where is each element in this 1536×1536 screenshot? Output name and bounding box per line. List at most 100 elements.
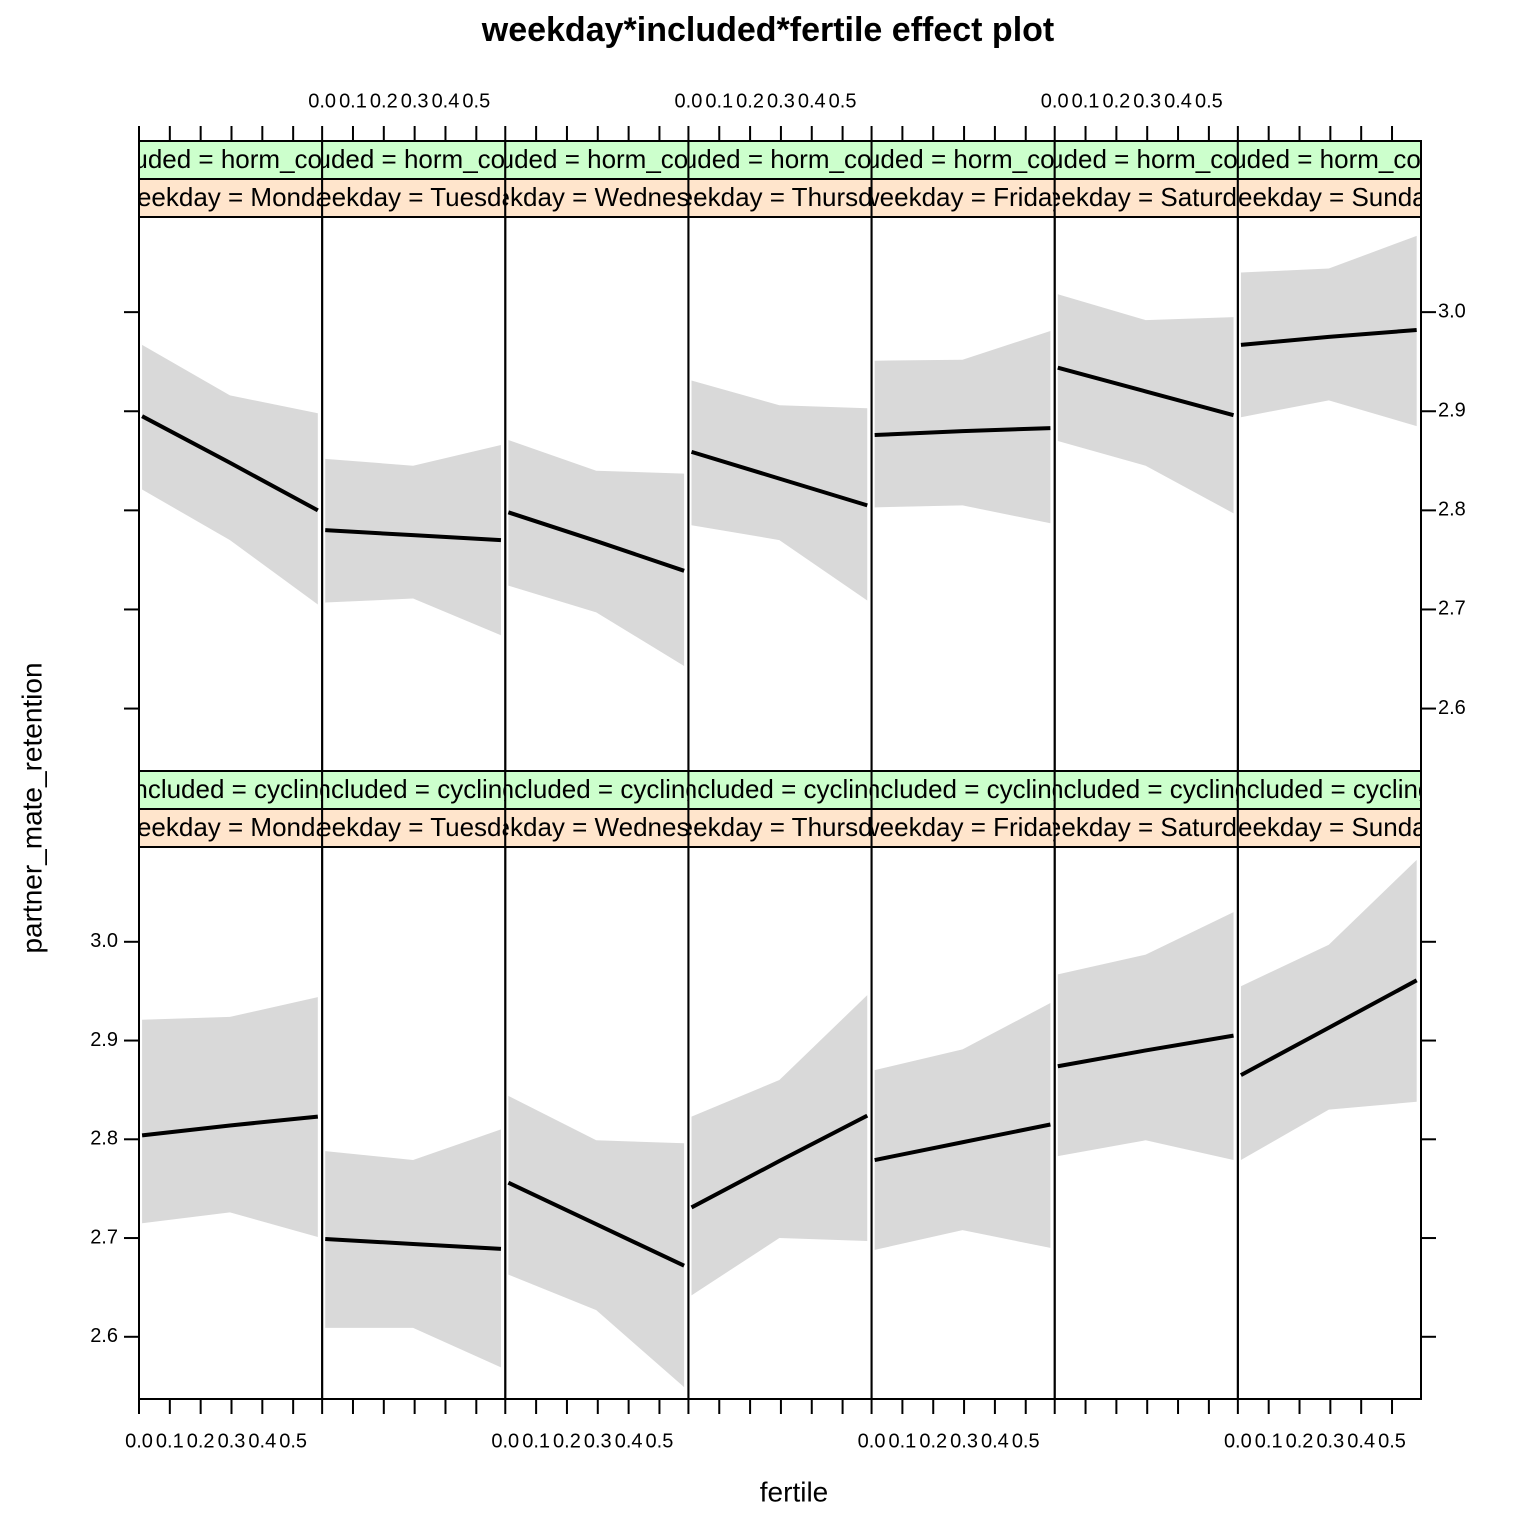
strip-label: weekday = Sunday xyxy=(1218,812,1439,842)
confidence-band xyxy=(1240,859,1417,1161)
y-tick-label: 2.6 xyxy=(1438,697,1466,719)
x-tick-label: 0.2 xyxy=(187,1430,215,1452)
strip xyxy=(321,770,507,810)
x-tick-label: 0.2 xyxy=(553,1430,581,1452)
confidence-band xyxy=(325,1129,501,1368)
strip xyxy=(687,140,873,180)
x-tick-label: 0.0 xyxy=(491,1430,519,1452)
y-tick-label: 2.8 xyxy=(90,1128,118,1150)
x-tick-label: 0.4 xyxy=(432,90,460,112)
x-tick-label: 0.1 xyxy=(522,1430,550,1452)
y-tick-label: 3.0 xyxy=(1438,300,1466,322)
fit-line xyxy=(874,1122,1051,1162)
x-axis-label: fertile xyxy=(760,1476,828,1507)
x-tick-label: 0.5 xyxy=(279,1430,307,1452)
strip-label: weekday = Thursday xyxy=(659,182,900,212)
strip-label: weekday = Wednesday xyxy=(461,812,731,842)
strip-label: included = horm_contra xyxy=(277,144,550,174)
fit-line xyxy=(1239,978,1418,1077)
y-tick-label: 2.7 xyxy=(1438,598,1466,620)
x-tick-label: 0.0 xyxy=(858,1430,886,1452)
x-tick-label: 0.5 xyxy=(1195,90,1223,112)
fit-line xyxy=(325,528,502,543)
x-tick-label: 0.3 xyxy=(1133,90,1161,112)
y-tick-label: 2.9 xyxy=(1438,400,1466,422)
x-tick-label: 0.0 xyxy=(675,90,703,112)
x-tick-label: 0.5 xyxy=(646,1430,674,1452)
x-tick-label: 0.3 xyxy=(950,1430,978,1452)
x-tick-label: 0.5 xyxy=(1012,1430,1040,1452)
strip-label: weekday = Monday xyxy=(117,812,343,842)
strip xyxy=(1053,808,1239,848)
strip-label: included = horm_contra xyxy=(827,144,1100,174)
strip-label: included = cycling xyxy=(1043,774,1249,804)
strip-label: included = horm_contra xyxy=(644,144,917,174)
strip-label: included = horm_contra xyxy=(94,144,367,174)
x-tick-label: 0.5 xyxy=(462,90,490,112)
strip xyxy=(870,808,1056,848)
x-tick-label: 0.4 xyxy=(1164,90,1192,112)
fit-line xyxy=(507,1180,685,1268)
confidence-band xyxy=(508,1095,685,1388)
x-tick-label: 0.0 xyxy=(1224,1430,1252,1452)
strip xyxy=(504,808,690,848)
x-tick-label: 0.1 xyxy=(1072,90,1100,112)
fit-line xyxy=(874,426,1051,438)
strip-label: included = cycling xyxy=(128,774,334,804)
x-tick-label: 0.2 xyxy=(1102,90,1130,112)
strip-label: weekday = Friday xyxy=(860,812,1065,842)
fit-line xyxy=(690,1113,869,1210)
confidence-band xyxy=(691,995,868,1296)
x-tick-label: 0.1 xyxy=(156,1430,184,1452)
strip-label: weekday = Friday xyxy=(860,182,1065,212)
strip-label: included = cycling xyxy=(494,774,700,804)
chart-title: weekday*included*fertile effect plot xyxy=(481,11,1055,49)
fit-line xyxy=(141,1114,319,1138)
fit-line xyxy=(1057,1033,1234,1069)
x-tick-label: 0.4 xyxy=(615,1430,643,1452)
y-axis-label: partner_mate_retention xyxy=(16,662,47,953)
strip-label: included = cycling xyxy=(677,774,883,804)
strip-label: included = cycling xyxy=(311,774,517,804)
x-tick-label: 0.3 xyxy=(767,90,795,112)
y-tick-label: 3.0 xyxy=(90,930,118,952)
x-tick-label: 0.2 xyxy=(1286,1430,1314,1452)
x-tick-label: 0.1 xyxy=(339,90,367,112)
fit-line xyxy=(325,1237,502,1251)
y-tick-label: 2.7 xyxy=(90,1226,118,1248)
x-tick-label: 0.4 xyxy=(1347,1430,1375,1452)
x-tick-label: 0.3 xyxy=(218,1430,246,1452)
strip xyxy=(1236,140,1423,180)
strip-label: included = horm_contra xyxy=(461,144,734,174)
x-tick-label: 0.0 xyxy=(308,90,336,112)
x-tick-label: 0.3 xyxy=(584,1430,612,1452)
fit-line xyxy=(690,449,868,508)
confidence-band xyxy=(691,380,868,601)
confidence-band xyxy=(142,344,318,605)
strip-label: weekday = Saturday xyxy=(1027,182,1264,212)
confidence-band xyxy=(142,997,318,1238)
strip-label: weekday = Saturday xyxy=(1027,812,1264,842)
x-tick-label: 0.3 xyxy=(1316,1430,1344,1452)
x-tick-label: 0.5 xyxy=(1378,1430,1406,1452)
strip xyxy=(870,140,1056,180)
confidence-band xyxy=(508,439,685,666)
fit-line xyxy=(141,414,319,513)
x-tick-label: 0.2 xyxy=(919,1430,947,1452)
x-tick-label: 0.1 xyxy=(705,90,733,112)
x-tick-label: 0.1 xyxy=(1255,1430,1283,1452)
confidence-band xyxy=(1057,912,1234,1161)
strip-label: weekday = Sunday xyxy=(1218,182,1439,212)
x-tick-label: 0.1 xyxy=(888,1430,916,1452)
strip xyxy=(1053,178,1239,218)
strip xyxy=(1236,808,1423,848)
confidence-band xyxy=(874,330,1051,524)
confidence-band xyxy=(874,1003,1051,1250)
x-tick-label: 0.4 xyxy=(981,1430,1009,1452)
x-tick-label: 0.3 xyxy=(401,90,429,112)
x-tick-label: 0.0 xyxy=(1041,90,1069,112)
y-tick-label: 2.8 xyxy=(1438,499,1466,521)
strip-label: included = cycling xyxy=(860,774,1066,804)
x-tick-label: 0.2 xyxy=(370,90,398,112)
